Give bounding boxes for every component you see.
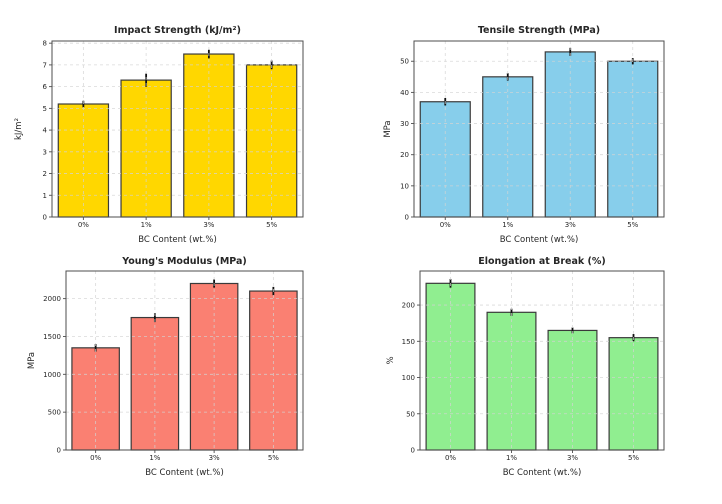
- x-axis-label: BC Content (wt.%): [500, 235, 579, 245]
- chart-background: [0, 252, 361, 504]
- y-tick-label: 30: [400, 120, 409, 128]
- chart-background: [361, 0, 722, 252]
- chart-background: [0, 0, 361, 252]
- bar: [120, 79, 172, 218]
- axes-spines: [413, 40, 665, 218]
- chart-title: Young's Modulus (MPa): [121, 256, 247, 267]
- x-tick-label: 1%: [506, 454, 517, 462]
- chart-svg: 0 10 20 30 40 50 0% 1% 3% 5% Tensile Strength (MPa…: [361, 0, 722, 252]
- y-tick-label: 2: [43, 170, 47, 178]
- gridlines: [420, 271, 664, 450]
- chart-impact-strength: 0 1 2 3 4 5 6 7 8 0% 1% 3% 5% Impact Strength (kJ/m²)…: [0, 0, 361, 252]
- y-tick-label: 150: [402, 338, 415, 346]
- chart-title: Elongation at Break (%): [478, 256, 606, 267]
- y-tick-label: 3: [43, 148, 47, 156]
- chart-youngs-modulus: 0 500 1000 1500 2000 0% 1% 3% 5% Young's Modulus …: [0, 252, 361, 504]
- y-axis-label: kJ/m²: [14, 118, 24, 140]
- x-tick-label: 1%: [149, 454, 160, 462]
- y-tick-label: 1: [43, 192, 47, 200]
- y-tick-label: 0: [405, 214, 409, 222]
- y-axis-label: MPa: [27, 352, 37, 369]
- chart-svg: 0 1 2 3 4 5 6 7 8 0% 1% 3% 5% Impact Strength (kJ/m²)…: [0, 0, 361, 252]
- x-tick-label: 0%: [90, 454, 101, 462]
- gridlines: [414, 41, 664, 217]
- y-tick-label: 7: [43, 61, 47, 69]
- y-tick-label: 8: [43, 40, 47, 48]
- x-axis-label: BC Content (wt.%): [138, 235, 217, 245]
- x-axis-label: BC Content (wt.%): [145, 468, 224, 478]
- x-tick-label: 5%: [628, 454, 639, 462]
- y-tick-label: 2000: [43, 295, 61, 303]
- axes-spines: [419, 270, 665, 451]
- y-tick-label: 40: [400, 89, 409, 97]
- y-axis-label: MPa: [383, 120, 393, 137]
- y-tick-label: 0: [43, 214, 47, 222]
- y-tick-label: 0: [411, 447, 415, 455]
- x-tick-label: 5%: [266, 221, 277, 229]
- chart-background: [361, 252, 722, 504]
- x-tick-label: 0%: [78, 221, 89, 229]
- chart-svg: 0 500 1000 1500 2000 0% 1% 3% 5% Young's Modulus …: [0, 252, 361, 504]
- y-tick-label: 6: [43, 83, 48, 91]
- y-tick-label: 200: [402, 302, 415, 310]
- x-tick-label: 3%: [209, 454, 220, 462]
- chart-title: Impact Strength (kJ/m²): [114, 25, 241, 36]
- x-tick-label: 3%: [203, 221, 214, 229]
- chart-elongation-at-break: 0 50 100 150 200 0% 1% 3% 5% Elongation at Break …: [361, 252, 722, 504]
- x-tick-label: 0%: [440, 221, 451, 229]
- y-tick-label: 4: [43, 127, 48, 135]
- x-tick-label: 1%: [141, 221, 152, 229]
- chart-svg: 0 50 100 150 200 0% 1% 3% 5% Elongation at Break …: [361, 252, 722, 504]
- axes-spines: [65, 270, 304, 451]
- y-axis-label: %: [386, 356, 396, 364]
- x-tick-label: 3%: [565, 221, 576, 229]
- x-tick-label: 1%: [502, 221, 513, 229]
- y-tick-label: 0: [57, 447, 61, 455]
- chart-tensile-strength: 0 10 20 30 40 50 0% 1% 3% 5% Tensile Strength (MPa…: [361, 0, 722, 252]
- bar: [547, 329, 598, 451]
- y-tick-label: 50: [406, 410, 415, 418]
- y-tick-label: 10: [400, 182, 409, 190]
- y-tick-label: 20: [400, 151, 409, 159]
- gridlines: [52, 41, 303, 217]
- y-tick-label: 500: [48, 409, 61, 417]
- x-tick-label: 3%: [567, 454, 578, 462]
- x-axis-label: BC Content (wt.%): [503, 468, 582, 478]
- bar: [245, 64, 298, 218]
- x-tick-label: 5%: [268, 454, 279, 462]
- y-tick-label: 1000: [43, 371, 61, 379]
- x-tick-label: 5%: [627, 221, 638, 229]
- x-tick-label: 0%: [445, 454, 456, 462]
- axes-spines: [51, 40, 304, 218]
- y-tick-label: 100: [402, 374, 415, 382]
- chart-title: Tensile Strength (MPa): [478, 25, 600, 36]
- y-tick-label: 50: [400, 58, 409, 66]
- y-tick-label: 5: [43, 105, 47, 113]
- y-tick-label: 1500: [43, 333, 61, 341]
